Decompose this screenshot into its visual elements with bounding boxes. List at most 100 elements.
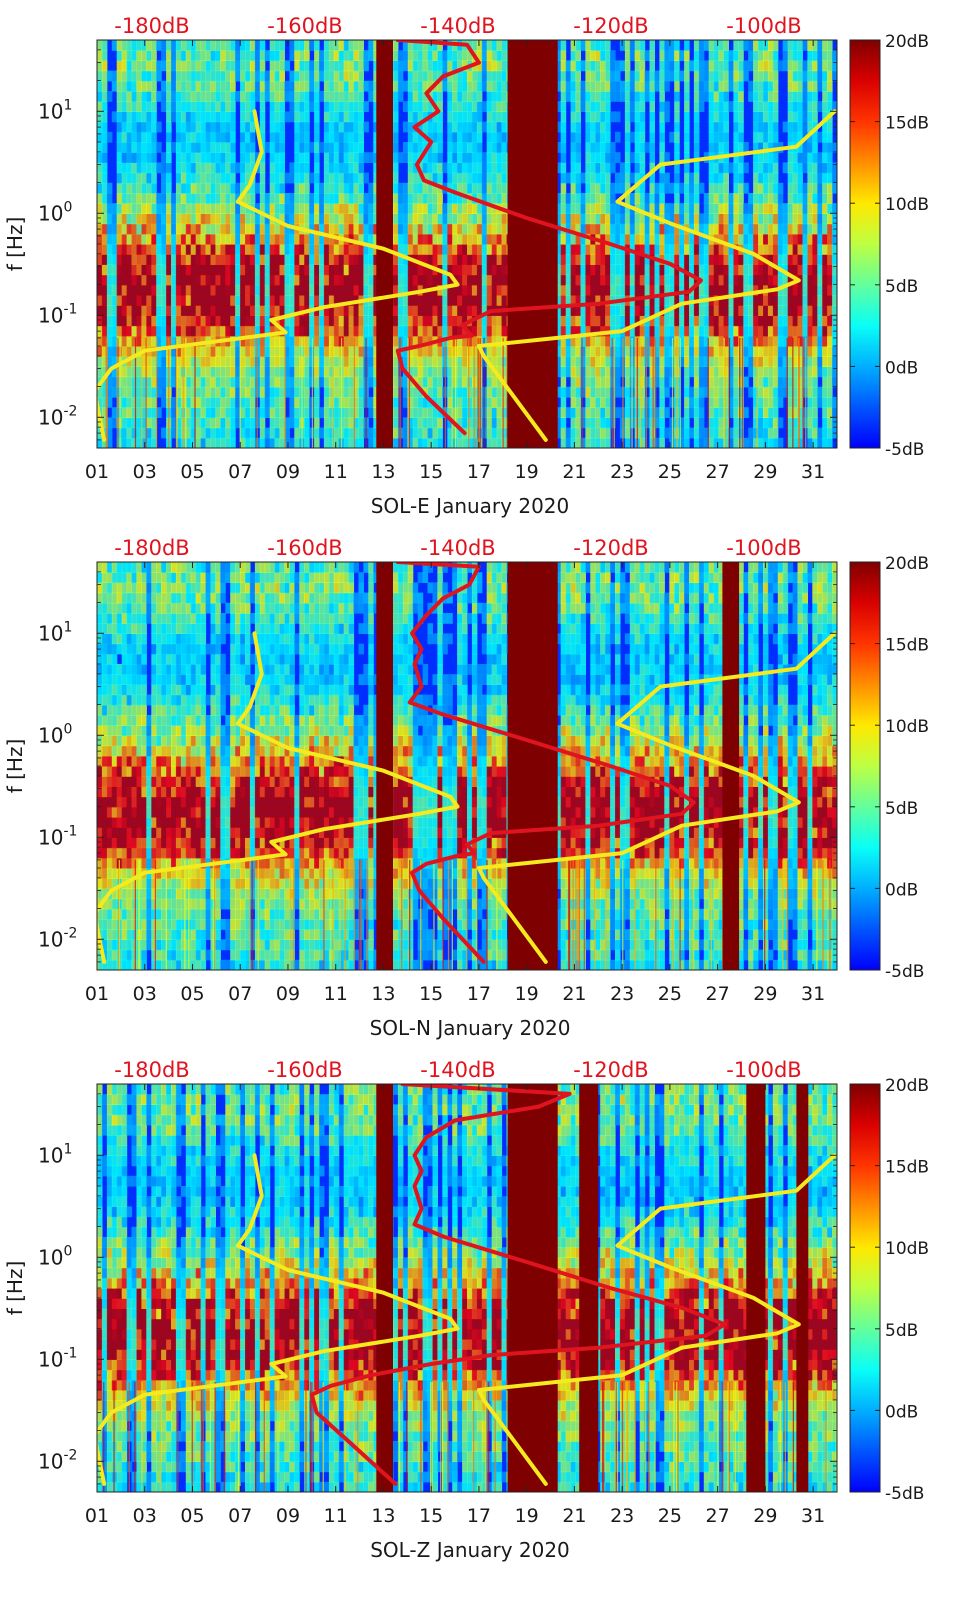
spectrogram-cell (279, 274, 285, 286)
spectrogram-cell (496, 40, 503, 51)
spectrogram-cell (437, 366, 443, 378)
spectrogram-cell (407, 356, 414, 367)
spectrogram-cell (580, 223, 586, 235)
spectrogram-cell (486, 152, 493, 163)
spectrogram-cell (452, 70, 458, 82)
spectrogram-cell (180, 315, 187, 327)
spectrogram-cell (328, 427, 335, 439)
spectrogram-cell (634, 233, 641, 245)
spectrogram-cell (689, 325, 695, 337)
spectrogram-cell (723, 427, 729, 439)
spectrogram-cell (743, 346, 749, 357)
spectrogram-cell (570, 244, 577, 255)
spectrogram-cell (220, 233, 226, 245)
spectrogram-cell (684, 254, 690, 265)
spectrogram-cell (274, 315, 281, 327)
spectrogram-cell (343, 284, 350, 296)
spectrogram-cell (565, 203, 572, 214)
spectrogram-cell (210, 244, 216, 255)
spectrogram-cell (397, 213, 404, 225)
spectrogram-cell (121, 397, 128, 408)
spectrogram-cell (659, 40, 665, 51)
spectrogram-cell (235, 60, 241, 72)
spectrogram-cell (323, 60, 330, 72)
spectrogram-cell (121, 50, 128, 61)
spectrogram-cell (166, 111, 172, 123)
spectrogram-cell (323, 437, 330, 448)
spectrogram-cell (393, 407, 399, 418)
spectrogram-cell (180, 203, 187, 214)
spectrogram-cell (294, 437, 300, 448)
spectrogram-cell (600, 335, 606, 347)
spectrogram-cell (245, 295, 251, 306)
spectrogram-cell (703, 70, 710, 82)
spectrogram-cell (319, 142, 325, 153)
spectrogram-cell (225, 264, 231, 276)
spectrogram-cell (126, 284, 133, 296)
spectrogram-cell (733, 142, 739, 153)
spectrogram-cell (412, 162, 419, 174)
spectrogram-cell (274, 131, 281, 143)
spectrogram-cell (659, 295, 665, 306)
spectrogram-cell (595, 254, 601, 265)
spectrogram-cell (659, 264, 665, 276)
spectrogram-cell (708, 101, 715, 112)
spectrogram-cell (723, 162, 729, 174)
spectrogram-cell (116, 203, 123, 214)
spectrogram-cell (481, 193, 488, 204)
spectrogram-cell (600, 162, 606, 174)
spectrogram-cell (254, 274, 261, 286)
spectrogram-cell (225, 233, 231, 245)
spectrogram-cell (417, 407, 424, 418)
spectrogram-cell (471, 121, 478, 133)
spectrogram-cell (171, 60, 177, 72)
spectrogram-cell (146, 376, 152, 388)
spectrogram-cell (289, 346, 295, 357)
spectrogram-cell (323, 193, 330, 204)
spectrogram-cell (467, 427, 473, 439)
spectrogram-cell (585, 315, 591, 327)
spectrogram-cell (180, 152, 187, 163)
spectrogram-cell (639, 325, 646, 337)
spectrogram-cell (619, 284, 626, 296)
spectrogram-cell (368, 346, 374, 357)
spectrogram-cell (274, 233, 281, 245)
spectrogram-cell (624, 397, 631, 408)
spectrogram-cell (131, 284, 137, 296)
spectrogram-cell (615, 203, 621, 214)
spectrogram-cell (245, 356, 251, 367)
spectrogram-cell (136, 386, 142, 398)
spectrogram-cell (457, 142, 463, 153)
spectrogram-cell (585, 152, 591, 163)
spectrogram-cell (476, 91, 483, 102)
spectrogram-cell (328, 131, 335, 143)
spectrogram-cell (605, 172, 611, 184)
spectrogram-cell (624, 254, 631, 265)
spectrogram-cell (600, 203, 606, 214)
spectrogram-cell (106, 325, 113, 337)
spectrogram-cell (368, 182, 374, 194)
spectrogram-cell (131, 172, 137, 184)
spectrogram-cell (462, 264, 468, 276)
spectrogram-cell (422, 274, 429, 286)
spectrogram-cell (319, 203, 325, 214)
spectrogram-cell (698, 213, 705, 225)
spectrogram-cell (101, 40, 108, 51)
spectrogram-cell (501, 111, 507, 123)
spectrogram-cell (245, 80, 251, 92)
spectrogram-cell (723, 60, 729, 72)
spectrogram-cell (289, 111, 295, 123)
spectrogram-cell (664, 111, 670, 123)
spectrogram-cell (417, 335, 424, 347)
spectrogram-cell (333, 70, 340, 82)
spectrogram-cell (343, 101, 350, 112)
spectrogram-cell (669, 50, 675, 61)
spectrogram-cell (486, 142, 493, 153)
spectrogram-cell (713, 101, 720, 112)
spectrogram-cell (649, 40, 655, 51)
spectrogram-cell (457, 131, 463, 143)
spectrogram-cell (649, 376, 655, 388)
spectrogram-cell (151, 315, 157, 327)
spectrogram-cell (161, 213, 167, 225)
spectrogram-cell (758, 325, 764, 337)
